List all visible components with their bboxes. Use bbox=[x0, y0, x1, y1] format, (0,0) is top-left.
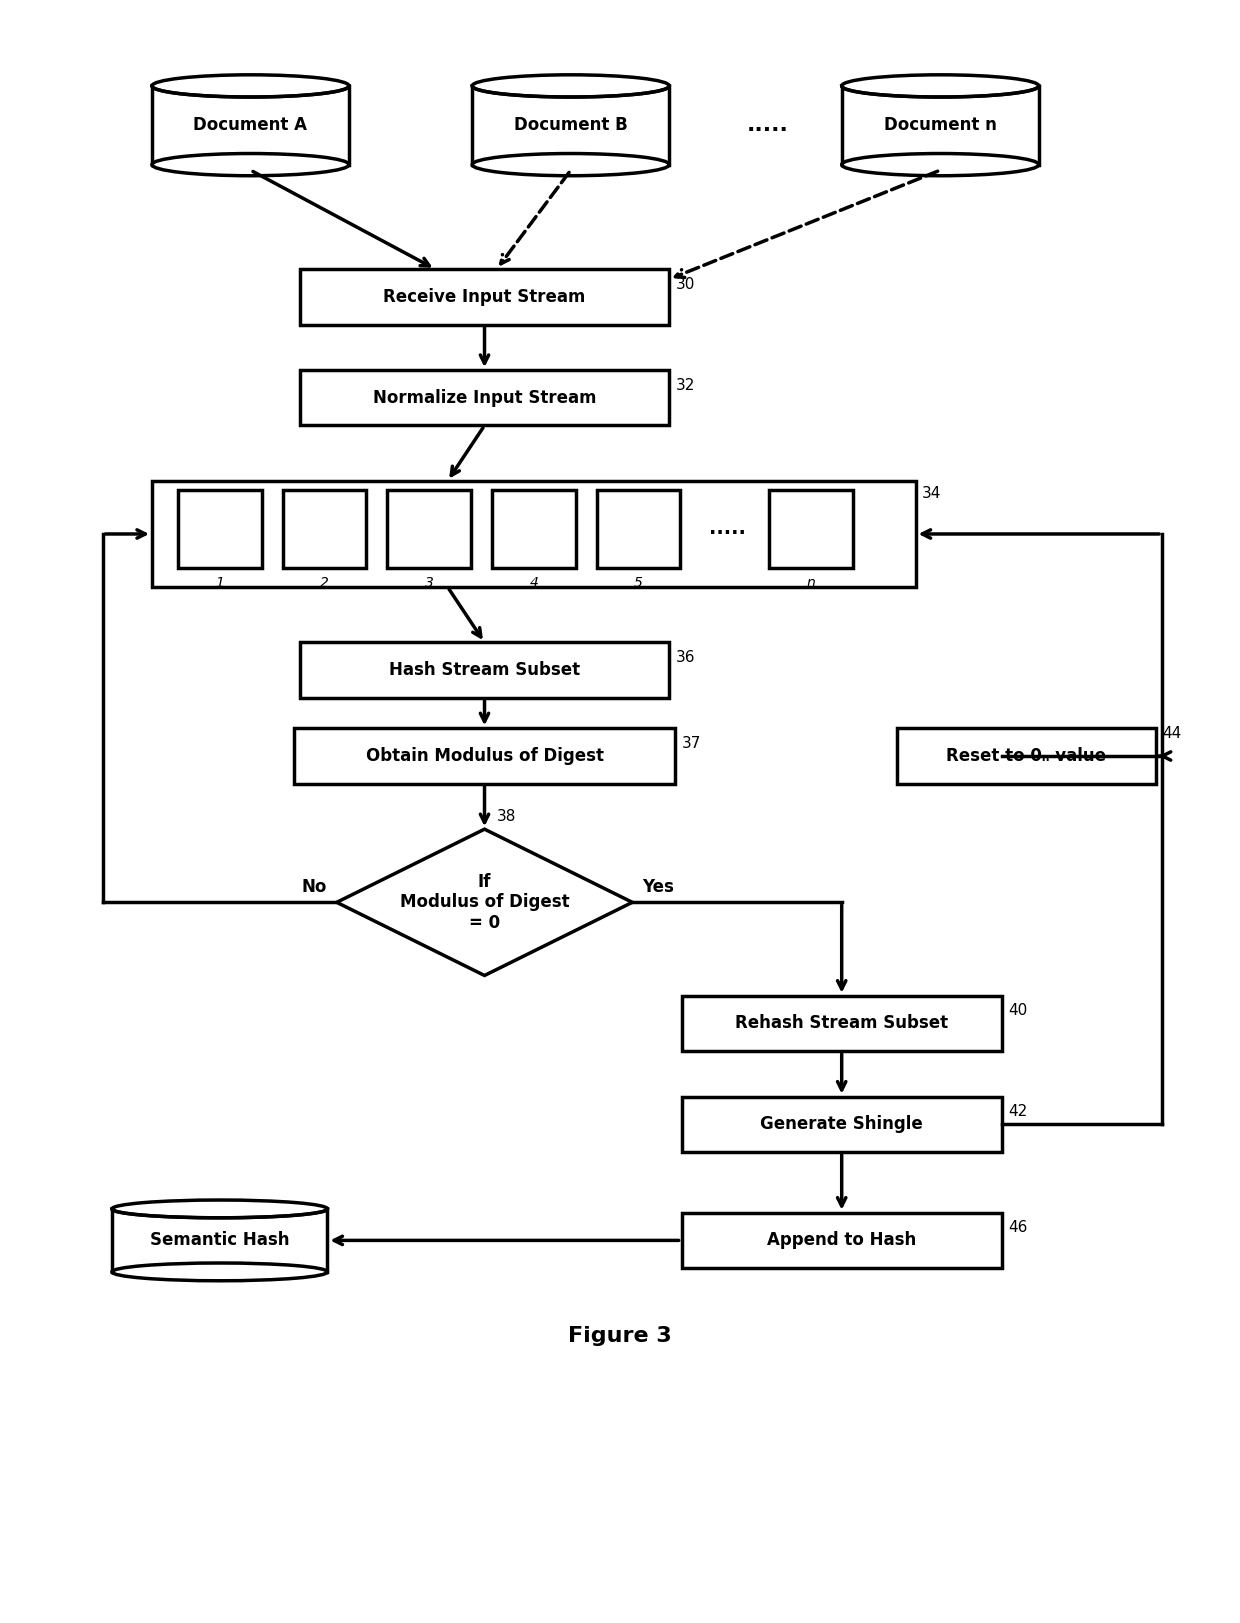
Ellipse shape bbox=[472, 154, 670, 175]
Bar bbox=[153, 86, 348, 164]
Ellipse shape bbox=[153, 154, 348, 175]
Text: Normalize Input Stream: Normalize Input Stream bbox=[373, 390, 596, 407]
Text: Document A: Document A bbox=[193, 117, 308, 135]
Ellipse shape bbox=[472, 75, 670, 97]
FancyBboxPatch shape bbox=[682, 1097, 1002, 1152]
Ellipse shape bbox=[472, 75, 670, 97]
Text: 34: 34 bbox=[921, 485, 941, 502]
Text: .....: ..... bbox=[709, 519, 745, 539]
Text: 37: 37 bbox=[682, 735, 701, 751]
Text: 3: 3 bbox=[424, 576, 434, 591]
Text: 44: 44 bbox=[1162, 725, 1182, 740]
FancyBboxPatch shape bbox=[283, 490, 366, 568]
Text: Yes: Yes bbox=[642, 878, 675, 896]
Bar bbox=[112, 1209, 327, 1272]
Text: Rehash Stream Subset: Rehash Stream Subset bbox=[735, 1014, 949, 1032]
FancyBboxPatch shape bbox=[387, 490, 471, 568]
FancyBboxPatch shape bbox=[596, 490, 681, 568]
Bar bbox=[842, 86, 1039, 164]
Text: Append to Hash: Append to Hash bbox=[768, 1232, 916, 1250]
Bar bbox=[472, 86, 670, 164]
Ellipse shape bbox=[112, 1199, 327, 1217]
Text: Figure 3: Figure 3 bbox=[568, 1326, 672, 1345]
FancyBboxPatch shape bbox=[492, 490, 575, 568]
Ellipse shape bbox=[153, 75, 348, 97]
Ellipse shape bbox=[112, 1199, 327, 1217]
FancyBboxPatch shape bbox=[897, 729, 1156, 784]
FancyBboxPatch shape bbox=[300, 269, 670, 325]
Ellipse shape bbox=[112, 1263, 327, 1281]
Text: 42: 42 bbox=[1008, 1104, 1027, 1120]
FancyBboxPatch shape bbox=[300, 370, 670, 425]
Text: 5: 5 bbox=[634, 576, 642, 591]
Text: Generate Shingle: Generate Shingle bbox=[760, 1115, 923, 1133]
Text: Document n: Document n bbox=[884, 117, 997, 135]
Text: Semantic Hash: Semantic Hash bbox=[150, 1232, 289, 1250]
Text: If
Modulus of Digest
= 0: If Modulus of Digest = 0 bbox=[399, 873, 569, 932]
Text: Reset to 0ₙ value: Reset to 0ₙ value bbox=[946, 747, 1106, 764]
Text: 36: 36 bbox=[676, 651, 694, 665]
FancyBboxPatch shape bbox=[153, 480, 915, 588]
Ellipse shape bbox=[153, 75, 348, 97]
Text: .....: ..... bbox=[746, 115, 789, 135]
Text: 38: 38 bbox=[497, 810, 516, 824]
Text: Hash Stream Subset: Hash Stream Subset bbox=[389, 661, 580, 678]
Ellipse shape bbox=[842, 154, 1039, 175]
Text: 4: 4 bbox=[529, 576, 538, 591]
Text: 40: 40 bbox=[1008, 1003, 1027, 1018]
FancyBboxPatch shape bbox=[769, 490, 853, 568]
Polygon shape bbox=[337, 829, 632, 975]
FancyBboxPatch shape bbox=[682, 995, 1002, 1052]
Text: Receive Input Stream: Receive Input Stream bbox=[383, 287, 585, 305]
Text: 46: 46 bbox=[1008, 1220, 1028, 1235]
FancyBboxPatch shape bbox=[294, 729, 676, 784]
FancyBboxPatch shape bbox=[177, 490, 262, 568]
FancyBboxPatch shape bbox=[682, 1212, 1002, 1268]
Text: n: n bbox=[806, 576, 815, 591]
Text: Document B: Document B bbox=[513, 117, 627, 135]
Text: 1: 1 bbox=[216, 576, 224, 591]
Text: No: No bbox=[301, 878, 327, 896]
Text: 2: 2 bbox=[320, 576, 329, 591]
Text: 30: 30 bbox=[676, 278, 694, 292]
Ellipse shape bbox=[842, 75, 1039, 97]
Text: 32: 32 bbox=[676, 378, 694, 393]
Ellipse shape bbox=[842, 75, 1039, 97]
Text: Obtain Modulus of Digest: Obtain Modulus of Digest bbox=[366, 747, 604, 764]
FancyBboxPatch shape bbox=[300, 643, 670, 698]
